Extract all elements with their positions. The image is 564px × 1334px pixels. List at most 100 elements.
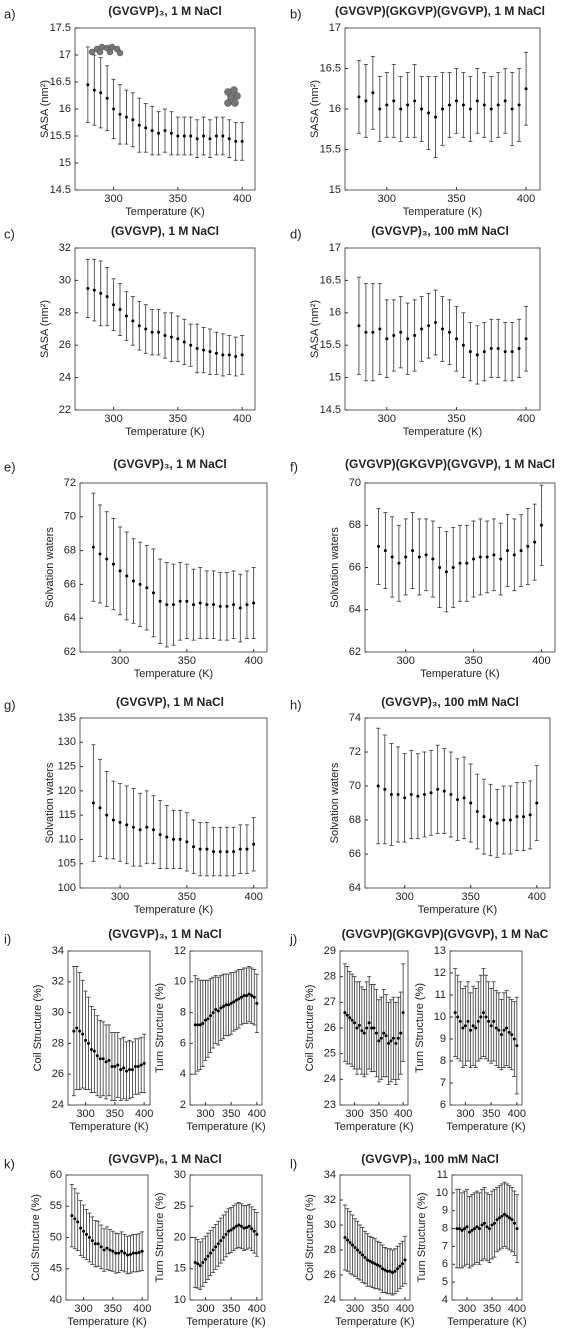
- data-point: [176, 134, 180, 138]
- data-point: [420, 327, 424, 331]
- data-point: [198, 1023, 202, 1027]
- data-point: [469, 1028, 473, 1032]
- x-tick-label: 350: [464, 655, 482, 667]
- panel-title: (GVGVP)₃, 1 M NaCl: [108, 927, 222, 941]
- data-point: [117, 1251, 121, 1255]
- data-point: [239, 995, 243, 999]
- data-point: [219, 1239, 223, 1243]
- data-point: [112, 303, 116, 307]
- y-tick-label: 9: [440, 1033, 446, 1045]
- data-point: [126, 1253, 129, 1257]
- y-tick-label: 70: [64, 511, 76, 523]
- data-point: [157, 330, 161, 334]
- y-tick-label: 34: [52, 945, 64, 957]
- y-tick-label: 26: [52, 1068, 64, 1080]
- data-point: [151, 828, 155, 832]
- data-point: [163, 333, 167, 337]
- data-point: [245, 994, 249, 998]
- data-point: [377, 544, 381, 548]
- data-point: [118, 820, 122, 824]
- y-tick-label: 60: [50, 1169, 62, 1181]
- data-point: [105, 295, 109, 299]
- data-point: [510, 350, 514, 354]
- y-tick-label: 12: [434, 967, 446, 979]
- data-point: [250, 994, 254, 998]
- data-point: [535, 801, 539, 805]
- y-tick-label: 16.5: [320, 274, 341, 286]
- data-point: [138, 582, 142, 586]
- y-tick-label: 110: [58, 833, 76, 845]
- x-tick-label: 300: [104, 193, 122, 205]
- panel-label: g): [4, 697, 16, 712]
- data-point: [144, 327, 148, 331]
- data-point: [372, 1026, 376, 1030]
- data-point: [86, 287, 90, 290]
- data-point: [355, 1026, 359, 1030]
- data-point: [238, 606, 242, 610]
- data-point: [221, 1004, 225, 1008]
- data-point: [131, 118, 135, 122]
- data-point: [227, 1229, 231, 1233]
- y-tick-label: 72: [349, 746, 361, 758]
- data-point: [371, 91, 375, 95]
- y-tick-label: 64: [64, 612, 76, 624]
- data-point: [118, 112, 122, 116]
- x-tick-label: 300: [378, 413, 396, 425]
- panel-title: (GVGVP)₃, 1 M NaCl: [108, 4, 222, 18]
- data-point: [214, 351, 218, 355]
- plot-frame: [339, 1174, 411, 1301]
- data-point: [237, 997, 241, 1001]
- x-tick-label: 300: [104, 413, 122, 425]
- y-tick-label: 6: [442, 1258, 448, 1270]
- data-point: [503, 1212, 506, 1216]
- data-point: [463, 1024, 467, 1028]
- data-point: [476, 1019, 480, 1023]
- data-point: [158, 833, 162, 837]
- data-point: [82, 1229, 86, 1233]
- data-point: [366, 1258, 369, 1262]
- data-point: [487, 1019, 491, 1023]
- data-point: [507, 1030, 511, 1034]
- y-tick-label: 9: [442, 1205, 448, 1217]
- data-point: [488, 1227, 491, 1231]
- data-point: [108, 1248, 112, 1252]
- data-point: [185, 599, 189, 603]
- data-point: [396, 1036, 400, 1040]
- data-point: [216, 1009, 220, 1013]
- y-axis-label: Solvation waters: [329, 762, 341, 843]
- data-point: [490, 1223, 494, 1227]
- data-point: [124, 314, 128, 318]
- y-tick-label: 62: [349, 646, 361, 658]
- data-point: [221, 134, 225, 138]
- data-point: [99, 291, 103, 295]
- y-tick-label: 125: [58, 760, 76, 772]
- data-point: [118, 308, 122, 312]
- data-point: [451, 566, 455, 569]
- data-point: [144, 126, 148, 130]
- data-point: [137, 1251, 141, 1254]
- data-point: [209, 1014, 213, 1018]
- y-axis-label: Turn Structure (%): [414, 983, 426, 1073]
- data-point: [128, 1068, 131, 1072]
- y-tick-label: 45: [50, 1263, 62, 1275]
- data-point: [478, 1227, 481, 1231]
- data-point: [510, 1033, 514, 1037]
- y-tick-label: 10: [174, 976, 186, 988]
- y-axis-label: Coil Structure (%): [304, 985, 316, 1072]
- data-point: [131, 579, 135, 583]
- data-point: [442, 789, 446, 793]
- x-tick-label: 350: [169, 193, 187, 205]
- data-point: [343, 1236, 347, 1239]
- data-point: [91, 801, 95, 805]
- data-point: [392, 333, 396, 337]
- data-point: [496, 346, 500, 350]
- data-point: [383, 1268, 387, 1272]
- data-point: [429, 791, 433, 795]
- data-point: [427, 324, 431, 328]
- data-point: [404, 555, 408, 559]
- data-point: [356, 1248, 359, 1252]
- data-point: [240, 353, 244, 357]
- data-point: [139, 1063, 143, 1067]
- data-point: [119, 1068, 123, 1072]
- data-point: [463, 1227, 466, 1231]
